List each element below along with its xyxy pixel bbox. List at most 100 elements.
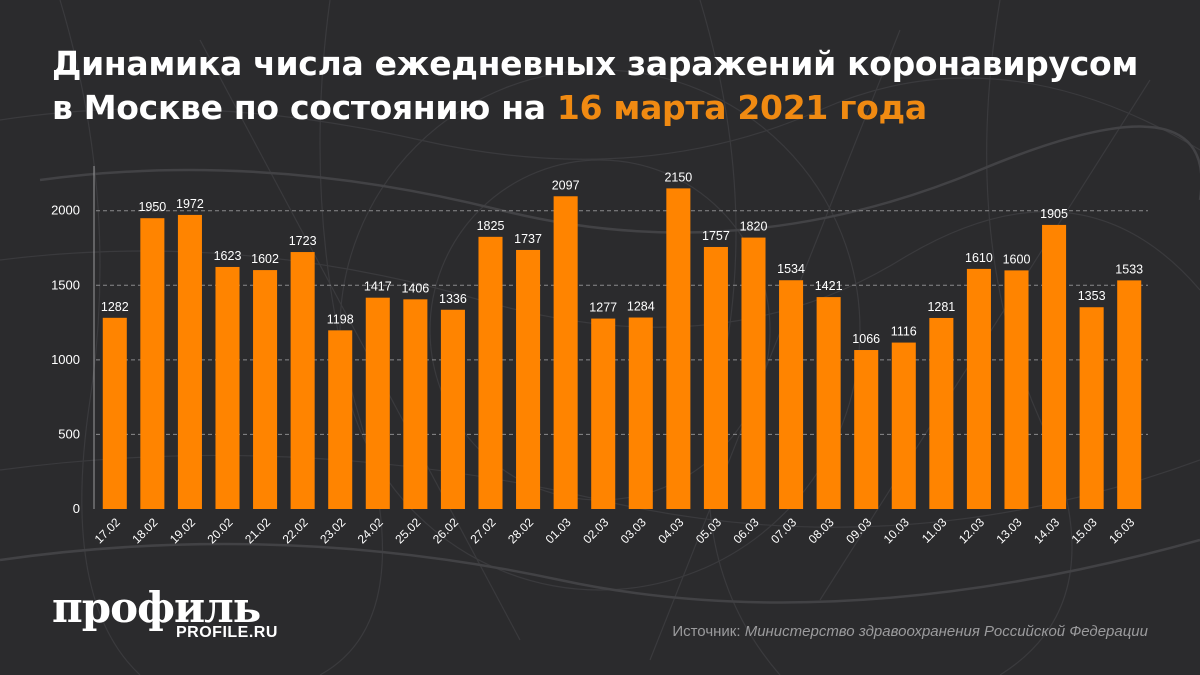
value-label: 1353	[1078, 289, 1106, 303]
x-tick-label: 21.02	[242, 515, 273, 546]
value-label: 1600	[1003, 252, 1031, 266]
x-tick-label: 19.02	[167, 515, 198, 546]
bar-08.03	[816, 297, 841, 509]
x-tick-label: 22.02	[280, 515, 311, 546]
value-label: 1757	[702, 229, 730, 243]
bar-04.03	[666, 188, 691, 509]
bar-01.03	[553, 196, 578, 509]
value-label: 1421	[815, 279, 843, 293]
value-label: 1406	[401, 281, 429, 295]
bar-14.03	[1042, 224, 1067, 509]
x-tick-label: 25.02	[392, 515, 423, 546]
x-tick-label: 08.03	[806, 515, 837, 546]
value-labels: 1282 1950 1972 1623 1602 1723 1198 1417 1406 1336…	[101, 170, 1143, 346]
value-label: 2150	[664, 170, 692, 184]
value-label: 1623	[214, 249, 242, 263]
value-label: 1066	[852, 332, 880, 346]
value-label: 1533	[1115, 262, 1143, 276]
y-tick-label: 1000	[51, 352, 80, 367]
x-tick-label: 04.03	[655, 515, 686, 546]
bar-21.02	[253, 270, 278, 509]
value-label: 1534	[777, 262, 805, 276]
x-tick-label: 03.03	[618, 515, 649, 546]
bar-13.03	[1004, 270, 1029, 509]
y-tick-label: 2000	[51, 203, 80, 218]
bars	[102, 188, 1142, 509]
x-tick-label: 07.03	[768, 515, 799, 546]
bar-28.02	[516, 249, 541, 509]
x-tick-label: 02.03	[580, 515, 611, 546]
value-label: 1417	[364, 280, 392, 294]
value-label: 1116	[891, 325, 917, 339]
profile-site-label: PROFILE.RU	[176, 624, 278, 641]
profile-logo: профиль	[52, 583, 261, 632]
x-tick-label: 26.02	[430, 515, 461, 546]
bar-17.02	[102, 317, 127, 509]
bar-02.03	[591, 318, 616, 509]
value-label: 1950	[138, 200, 166, 214]
bar-16.03	[1117, 280, 1142, 509]
bar-26.02	[440, 309, 465, 509]
bar-20.02	[215, 266, 240, 509]
y-axis-ticks: 0 500 1000 1500 2000	[51, 203, 80, 516]
x-axis-ticks: 17.02 18.02 19.02 20.02 21.02 22.02 23.02 24.02…	[92, 515, 1138, 546]
bar-11.03	[929, 317, 954, 509]
value-label: 1284	[627, 300, 655, 314]
value-label: 2097	[552, 178, 580, 192]
title-date: 16 марта 2021 года	[556, 88, 927, 127]
value-label: 1282	[101, 300, 129, 314]
bar-03.03	[628, 317, 653, 509]
value-label: 1820	[740, 220, 768, 234]
value-label: 1723	[289, 234, 317, 248]
bar-19.02	[177, 214, 202, 509]
value-label: 1198	[327, 312, 354, 326]
bar-09.03	[854, 350, 879, 509]
bar-23.02	[328, 330, 353, 509]
chart-title: Динамика числа ежедневных заражений коро…	[52, 42, 1162, 130]
x-tick-label: 27.02	[467, 515, 498, 546]
x-tick-label: 15.03	[1069, 515, 1100, 546]
x-tick-label: 20.02	[204, 515, 235, 546]
title-main: Динамика числа ежедневных заражений коро…	[52, 44, 1138, 127]
value-label: 1825	[477, 219, 505, 233]
value-label: 1737	[514, 232, 542, 246]
bar-07.03	[779, 280, 804, 509]
bar-27.02	[478, 236, 503, 509]
x-tick-label: 06.03	[730, 515, 761, 546]
source-note: Источник: Министерство здравоохранения Р…	[672, 623, 1148, 640]
bar-25.02	[403, 299, 428, 509]
value-label: 1281	[927, 300, 955, 314]
x-tick-label: 16.03	[1106, 515, 1137, 546]
y-tick-label: 500	[58, 426, 80, 441]
value-label: 1336	[439, 292, 467, 306]
value-label: 1610	[965, 251, 993, 265]
x-tick-label: 01.03	[543, 515, 574, 546]
bar-06.03	[741, 237, 766, 509]
value-label: 1277	[589, 301, 617, 315]
y-tick-label: 1500	[51, 277, 80, 292]
source-name: Министерство здравоохранения Российской …	[744, 623, 1148, 640]
bar-12.03	[966, 268, 991, 509]
x-tick-label: 18.02	[129, 515, 160, 546]
bar-18.02	[140, 218, 165, 509]
bar-10.03	[891, 342, 916, 509]
x-tick-label: 28.02	[505, 515, 536, 546]
x-tick-label: 10.03	[881, 515, 912, 546]
x-tick-label: 23.02	[317, 515, 348, 546]
source-label: Источник:	[672, 623, 741, 640]
x-tick-label: 24.02	[355, 515, 386, 546]
x-tick-label: 14.03	[1031, 515, 1062, 546]
bar-15.03	[1079, 307, 1104, 509]
value-label: 1905	[1040, 207, 1068, 221]
x-tick-label: 11.03	[919, 515, 950, 546]
value-label: 1972	[176, 197, 204, 211]
y-tick-label: 0	[73, 501, 80, 516]
x-tick-label: 12.03	[956, 515, 987, 546]
x-tick-label: 09.03	[843, 515, 874, 546]
value-label: 1602	[251, 252, 279, 266]
bar-22.02	[290, 252, 315, 509]
bar-24.02	[365, 297, 390, 509]
x-tick-label: 05.03	[693, 515, 724, 546]
